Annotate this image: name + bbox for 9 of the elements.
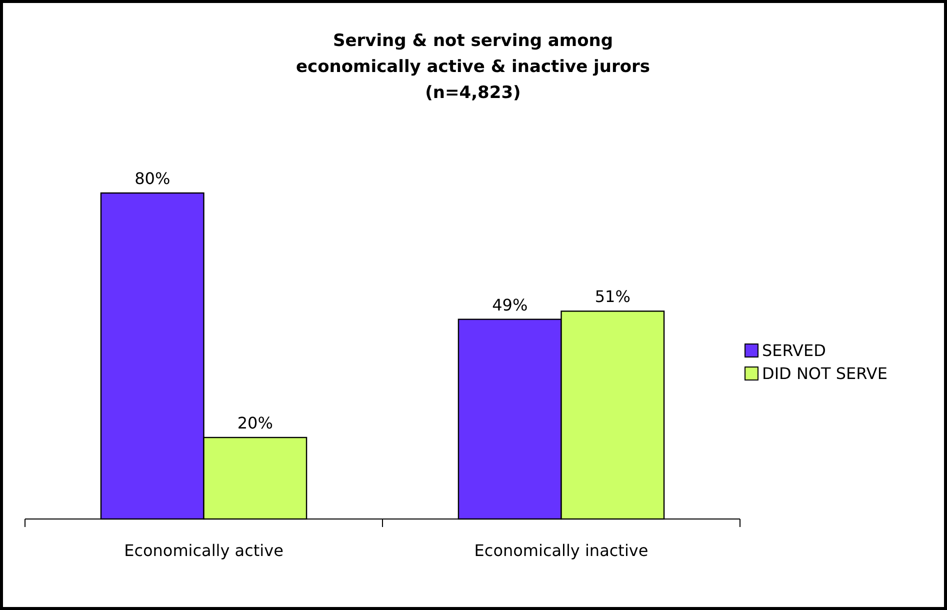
x-tick-label: Economically active	[124, 541, 284, 560]
data-label: 51%	[594, 287, 630, 306]
data-label: 49%	[492, 295, 528, 314]
data-label: 80%	[134, 169, 170, 188]
legend-label: SERVED	[762, 341, 826, 360]
data-label: 20%	[237, 414, 273, 432]
x-tick-label: Economically inactive	[474, 541, 648, 560]
legend-label: DID NOT SERVE	[762, 364, 888, 383]
chart-title: Serving & not serving among economically active & inactive jurors (n=4,823)	[296, 31, 650, 103]
